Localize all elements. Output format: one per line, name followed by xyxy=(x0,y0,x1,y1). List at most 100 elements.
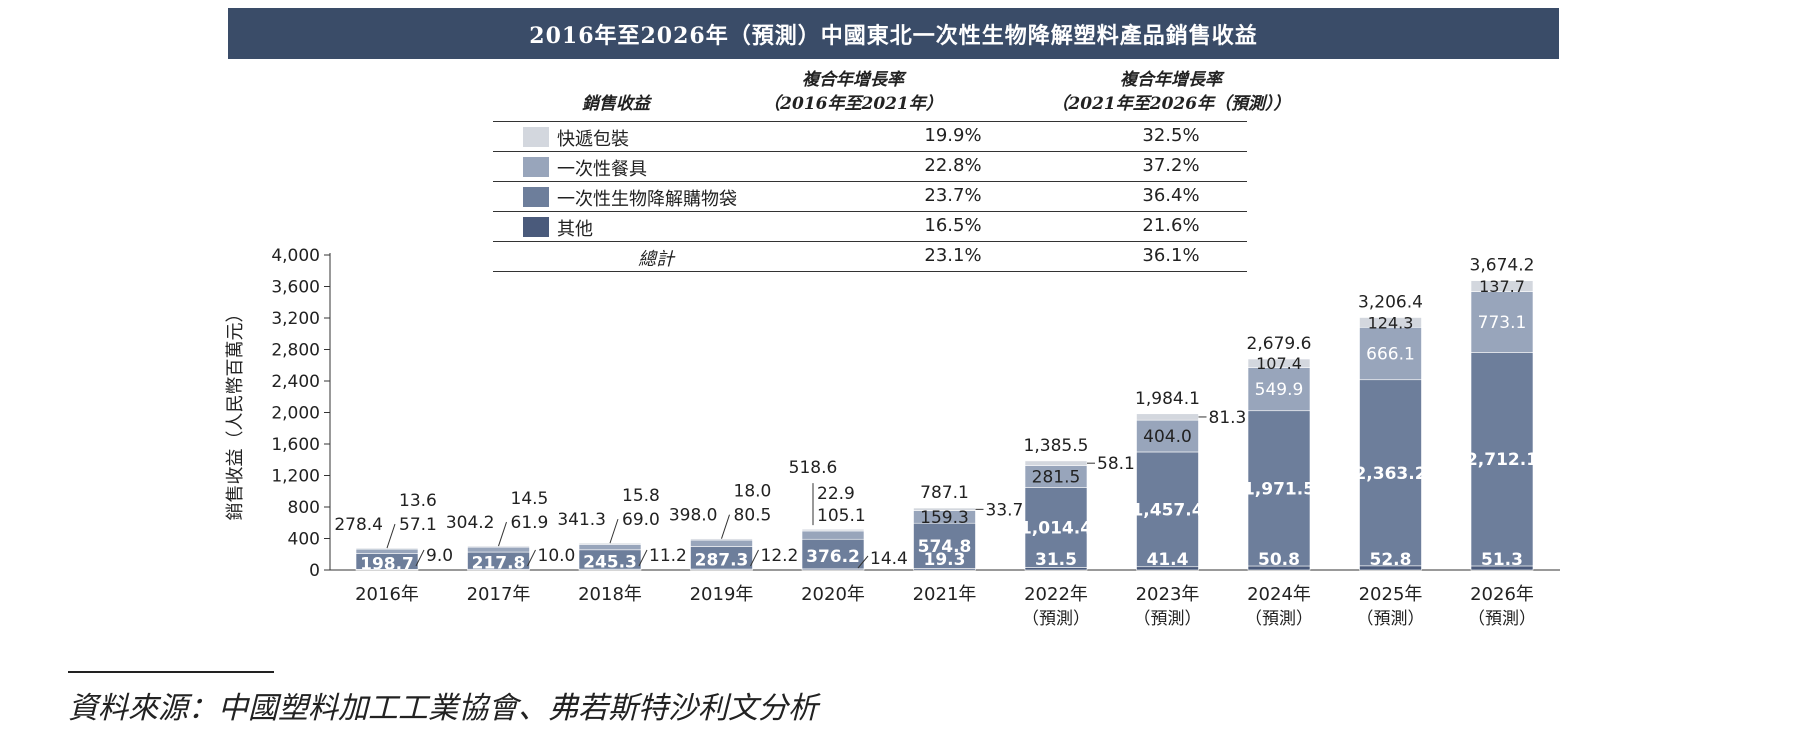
source-rule xyxy=(68,671,274,673)
cagr1-header-line2: （2016年至2021年） xyxy=(763,94,943,114)
y-tick-label: 2,000 xyxy=(271,404,320,424)
data-label-other: 9.0 xyxy=(426,546,453,566)
data-label-total: 2,679.6 xyxy=(1247,334,1312,354)
bar-segment xyxy=(1136,419,1199,453)
data-label-express: 15.8 xyxy=(622,486,660,506)
data-label-bags: 376.2 xyxy=(806,547,860,567)
data-label-tableware: 281.5 xyxy=(1032,468,1081,488)
bar-segment xyxy=(1470,280,1534,292)
data-label-bags: 1,014.4 xyxy=(1020,519,1092,539)
bar-segment xyxy=(801,538,865,570)
bar-segment xyxy=(1470,291,1534,353)
leader-line xyxy=(386,523,396,549)
data-label-other: 31.5 xyxy=(1035,550,1077,570)
data-label-other: 11.2 xyxy=(649,546,687,566)
data-label-express: 137.7 xyxy=(1479,277,1525,296)
table-rule xyxy=(493,241,1247,242)
bar-segment xyxy=(578,544,642,551)
x-tick-label: 2022年 xyxy=(1024,584,1088,605)
cagr1-value: 22.8% xyxy=(924,155,982,176)
x-tick-label: 2021年 xyxy=(913,584,977,605)
data-label-total: 3,206.4 xyxy=(1358,292,1423,312)
x-tick-sublabel: （預測） xyxy=(1468,609,1536,629)
bar-segment xyxy=(1359,379,1422,567)
data-label-express: 107.4 xyxy=(1256,354,1302,373)
cagr2-total: 36.1% xyxy=(1142,245,1200,266)
data-label-tableware: 773.1 xyxy=(1478,313,1527,333)
table-rule-bottom xyxy=(493,271,1247,272)
legend-label: 一次性生物降解購物袋 xyxy=(557,189,737,210)
data-label-other: 19.3 xyxy=(924,550,966,570)
legend-row-others: 其他 16.5% 21.6% xyxy=(493,212,1247,242)
y-tick-label: 3,200 xyxy=(271,309,320,329)
data-label-express: 124.3 xyxy=(1368,313,1414,332)
y-tick-label: 0 xyxy=(309,561,320,581)
x-tick-label: 2018年 xyxy=(578,584,642,605)
cagr1-header-line1: 複合年增長率 xyxy=(802,70,904,90)
data-label-tableware: 105.1 xyxy=(817,506,866,526)
data-label-express: 14.5 xyxy=(511,489,549,509)
bar-segment xyxy=(467,545,530,548)
cagr1-value: 19.9% xyxy=(924,125,982,146)
data-label-other: 12.2 xyxy=(761,546,799,566)
data-label-tableware: 61.9 xyxy=(511,513,549,533)
cagr2-value: 32.5% xyxy=(1142,125,1200,146)
y-tick-label: 3,600 xyxy=(271,278,320,298)
data-label-bags: 2,712.1 xyxy=(1466,450,1538,470)
bar-segment xyxy=(467,546,530,553)
data-label-express: 22.9 xyxy=(817,484,855,504)
bar-segment xyxy=(690,538,753,541)
y-tick-label: 1,200 xyxy=(271,467,320,487)
table-rule-top xyxy=(493,121,1247,122)
data-label-express: 81.3 xyxy=(1209,408,1247,428)
data-label-other: 14.4 xyxy=(870,549,908,569)
data-label-total: 518.6 xyxy=(789,458,838,478)
source-note: 資料來源：中國塑料加工工業協會、弗若斯特沙利文分析 xyxy=(68,691,818,726)
data-label-other: 51.3 xyxy=(1481,550,1523,570)
legend-label: 一次性餐具 xyxy=(557,159,647,180)
data-label-express: 18.0 xyxy=(734,482,772,502)
bar-segment xyxy=(1359,317,1422,328)
leader-line xyxy=(609,518,619,544)
data-label-bags: 217.8 xyxy=(472,554,526,574)
cagr1-header: 複合年增長率 （2016年至2021年） xyxy=(753,68,953,116)
data-label-total: 3,674.2 xyxy=(1470,256,1535,276)
data-label-bags: 2,363.2 xyxy=(1354,464,1426,484)
leader-line xyxy=(857,555,869,569)
bar-segment xyxy=(1470,352,1534,567)
data-label-tableware: 57.1 xyxy=(399,515,437,535)
data-label-bags: 198.7 xyxy=(360,554,414,574)
legend-swatch xyxy=(523,157,549,177)
cagr1-total: 23.1% xyxy=(924,245,982,266)
table-rule xyxy=(493,211,1247,212)
legend-row-express-packaging: 快遞包裝 19.9% 32.5% xyxy=(493,122,1247,152)
table-rule xyxy=(493,151,1247,152)
x-tick-label: 2020年 xyxy=(801,584,865,605)
data-label-other: 10.0 xyxy=(538,546,576,566)
cagr1-value: 16.5% xyxy=(924,215,982,236)
data-label-bags: 1,971.5 xyxy=(1243,479,1315,499)
data-label-total: 304.2 xyxy=(446,513,495,533)
x-tick-sublabel: （預測） xyxy=(1357,609,1425,629)
leader-line xyxy=(415,549,425,567)
bar-segment xyxy=(355,548,419,554)
bar-segment xyxy=(1359,326,1422,381)
data-label-total: 398.0 xyxy=(669,506,718,526)
x-tick-sublabel: （預測） xyxy=(1022,609,1090,629)
y-tick-label: 800 xyxy=(288,498,320,518)
data-label-express: 58.1 xyxy=(1097,454,1135,474)
cagr2-header-line2: （2021年至2026年（預測）） xyxy=(1051,94,1291,114)
x-tick-sublabel: （預測） xyxy=(1134,609,1202,629)
y-tick-label: 4,000 xyxy=(271,246,320,266)
bar-segment xyxy=(801,528,865,532)
cagr2-header-line1: 複合年增長率 xyxy=(1120,70,1222,90)
legend-row-tableware: 一次性餐具 22.8% 37.2% xyxy=(493,152,1247,182)
data-label-bags: 574.8 xyxy=(918,537,972,557)
legend-swatch xyxy=(523,187,549,207)
leader-line xyxy=(527,549,536,567)
y-tick-label: 2,400 xyxy=(271,372,320,392)
data-label-tableware: 159.3 xyxy=(920,508,969,528)
legend-swatch xyxy=(523,217,549,237)
x-tick-sublabel: （預測） xyxy=(1245,609,1313,629)
data-label-tableware: 666.1 xyxy=(1366,345,1415,365)
